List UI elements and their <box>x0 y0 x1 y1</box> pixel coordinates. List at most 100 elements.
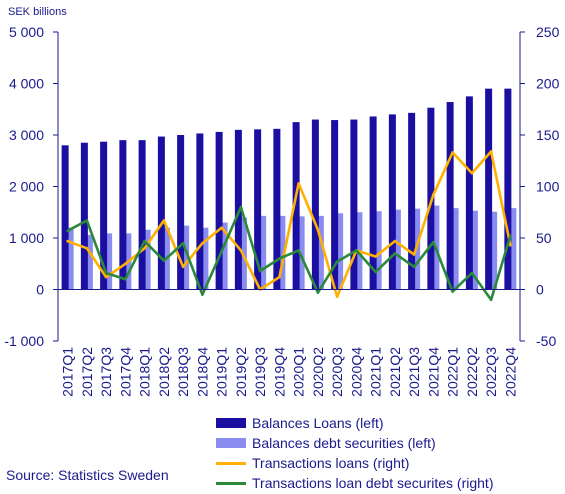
x-axis-tick-label: 2021Q3 <box>406 347 422 397</box>
bar-debt-securities <box>374 211 382 290</box>
bar-debt-securities <box>105 233 113 290</box>
bar-loans <box>138 140 146 290</box>
point-transactions-loan-debt <box>258 269 262 273</box>
point-transactions-loans <box>412 253 416 256</box>
point-transactions-loan-debt <box>181 241 185 245</box>
bar-loans <box>273 128 281 290</box>
bar-debt-securities <box>259 215 267 290</box>
legend-label-loans: Balances Loans (left) <box>252 415 384 431</box>
bar-loans <box>504 88 512 290</box>
legend-label-transactions-loans: Transactions loans (right) <box>252 455 410 471</box>
right-axis-tick-label: 100 <box>536 179 560 195</box>
bar-loans <box>388 114 396 290</box>
bar-loans <box>100 141 108 290</box>
point-transactions-loans <box>470 171 474 175</box>
x-axis-tick-label: 2021Q4 <box>425 347 441 397</box>
bar-debt-securities <box>66 227 74 290</box>
x-axis-tick-label: 2022Q1 <box>445 347 461 397</box>
point-transactions-loans <box>374 255 377 258</box>
point-transactions-loans <box>181 265 185 269</box>
line-transactions-loan-debt <box>66 205 512 302</box>
bar-loans <box>311 119 319 290</box>
bar-loans <box>485 88 493 290</box>
right-axis-tick-label: 200 <box>536 76 560 92</box>
point-transactions-loan-debt <box>85 219 89 222</box>
bar-debt-securities <box>490 211 498 290</box>
bar-loans <box>331 120 339 290</box>
bar-loans <box>215 131 223 290</box>
point-transactions-loan-debt <box>335 260 339 263</box>
point-transactions-loans <box>489 150 493 153</box>
point-transactions-loans <box>201 241 204 245</box>
point-transactions-loans <box>278 275 281 279</box>
point-transactions-loan-debt <box>374 270 377 274</box>
left-axis-tick-label: 3 000 <box>9 127 44 143</box>
x-axis-tick-label: 2019Q3 <box>252 347 268 397</box>
point-transactions-loan-debt <box>278 257 281 260</box>
bar-loans <box>350 119 358 290</box>
lines-layer <box>66 150 512 302</box>
x-axis-tick-label: 2018Q4 <box>194 347 210 397</box>
x-axis-tick-label: 2020Q1 <box>291 347 307 397</box>
point-transactions-loan-debt <box>239 205 243 209</box>
point-transactions-loan-debt <box>489 298 493 302</box>
right-axis-tick-label: 250 <box>536 24 560 40</box>
right-axis-tick-label: 150 <box>536 127 560 143</box>
bar-loans <box>119 140 127 290</box>
point-transactions-loans <box>66 239 69 243</box>
x-axis-tick-label: 2017Q1 <box>60 347 76 397</box>
left-axis-tick-label: 2 000 <box>9 179 44 195</box>
bar-debt-securities <box>220 222 228 290</box>
axes-layer: -1 000 0 1 000 2 000 3 000 4 000 5 000 -50 0 50 10… <box>4 24 559 397</box>
point-transactions-loans <box>143 247 146 250</box>
bar-loans <box>465 96 473 290</box>
left-axis-tick-label: 1 000 <box>9 230 44 246</box>
bar-debt-securities <box>201 227 209 290</box>
point-transactions-loan-debt <box>124 277 127 281</box>
legend-item-transactions-loans: Transactions loans (right) <box>216 453 493 473</box>
bar-loans <box>177 135 185 290</box>
legend-swatch-transactions-loans <box>216 461 246 465</box>
point-transactions-loans <box>162 219 166 222</box>
point-transactions-loan-debt <box>104 271 108 275</box>
point-transactions-loan-debt <box>470 271 474 275</box>
bar-loans <box>196 133 204 290</box>
point-transactions-loan-debt <box>412 265 416 269</box>
x-axis-tick-label: 2020Q2 <box>310 347 326 397</box>
point-transactions-loan-debt <box>162 259 166 262</box>
source-note: Source: Statistics Sweden <box>6 467 169 483</box>
x-axis-tick-label: 2021Q1 <box>368 347 384 397</box>
point-transactions-loans <box>239 249 243 252</box>
point-transactions-loan-debt <box>297 249 300 252</box>
x-axis-tick-label: 2022Q4 <box>502 347 518 397</box>
point-transactions-loans <box>335 295 339 299</box>
legend-item-loans: Balances Loans (left) <box>216 413 493 433</box>
bar-loans <box>157 136 165 290</box>
point-transactions-loans <box>220 226 223 229</box>
legend-item-transactions-loan-debt: Transactions loan debt securites (right) <box>216 473 493 493</box>
x-axis-tick-label: 2019Q1 <box>214 347 230 397</box>
x-axis-tick-label: 2022Q2 <box>464 347 480 397</box>
point-transactions-loans <box>432 193 435 197</box>
bar-loans <box>292 122 300 290</box>
point-transactions-loan-debt <box>143 239 146 243</box>
x-axis-tick-label: 2020Q3 <box>329 347 345 397</box>
x-axis-tick-label: 2018Q2 <box>156 347 172 397</box>
point-transactions-loan-debt <box>220 250 223 253</box>
bar-debt-securities <box>509 208 517 290</box>
point-transactions-loan-debt <box>355 249 358 252</box>
bar-debt-securities <box>470 210 478 290</box>
x-axis-tick-label: 2020Q4 <box>348 347 364 397</box>
x-axis-tick-label: 2018Q3 <box>175 347 191 397</box>
bar-loans <box>254 129 262 290</box>
point-transactions-loans <box>451 151 454 154</box>
left-axis-tick-label: 4 000 <box>9 76 44 92</box>
bar-debt-securities <box>336 213 344 290</box>
bar-loans <box>408 112 416 290</box>
x-axis-tick-label: 2018Q1 <box>137 347 153 397</box>
right-axis-tick-label: 50 <box>536 230 552 246</box>
legend: Balances Loans (left) Balances debt secu… <box>216 413 493 493</box>
line-transactions-loans <box>67 150 512 299</box>
point-transactions-loan-debt <box>66 229 69 233</box>
